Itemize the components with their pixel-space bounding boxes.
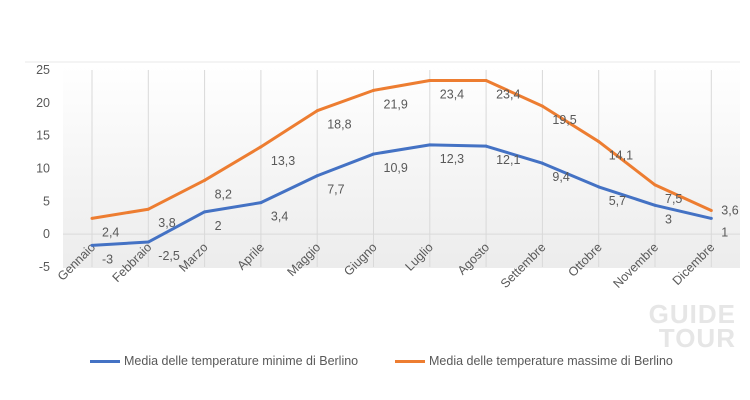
data-label: 14,1 — [609, 149, 633, 163]
data-point — [540, 104, 544, 108]
y-tick-label: 5 — [43, 194, 50, 208]
data-label: 3,4 — [271, 210, 288, 224]
y-tick-label: 20 — [36, 96, 50, 110]
data-label: 12,3 — [440, 152, 464, 166]
data-label: 3,6 — [721, 204, 738, 218]
data-point — [484, 79, 488, 83]
series-line-max — [91, 79, 712, 220]
data-point — [372, 88, 375, 92]
data-label: 2 — [215, 219, 222, 233]
legend-label-min: Media delle temperature minime di Berlin… — [124, 354, 359, 368]
y-tick-label: -5 — [39, 260, 50, 274]
data-label: 3 — [665, 212, 672, 226]
data-label: 1 — [721, 225, 728, 239]
data-point — [259, 145, 263, 149]
data-label: 7,7 — [327, 183, 344, 197]
data-point — [90, 216, 94, 220]
legend-label-max: Media delle temperature massime di Berli… — [429, 354, 673, 368]
data-label: 5,7 — [609, 194, 626, 208]
data-label: -3 — [102, 252, 113, 266]
data-label: 12,1 — [496, 153, 520, 167]
data-point — [315, 109, 319, 113]
data-point — [540, 161, 544, 165]
data-point — [146, 240, 150, 244]
data-point — [90, 243, 94, 247]
legend-swatch-min — [90, 359, 120, 363]
data-point — [203, 210, 207, 214]
data-label: 9,4 — [552, 170, 569, 184]
legend-item-min: Media delle temperature minime di Berlin… — [90, 354, 358, 368]
watermark-logo: GUIDE TOUR — [648, 299, 736, 353]
legend-swatch-max — [395, 359, 425, 363]
data-point — [259, 201, 263, 205]
data-point — [597, 185, 601, 189]
data-label: 18,8 — [327, 118, 351, 132]
data-label: 13,3 — [271, 154, 295, 168]
data-point — [653, 183, 657, 187]
data-point — [597, 140, 601, 144]
y-tick-label: 10 — [36, 162, 50, 176]
y-tick-label: 15 — [36, 129, 50, 143]
data-label: 23,4 — [440, 88, 464, 102]
data-label: 7,5 — [665, 192, 682, 206]
watermark-line2: TOUR — [658, 323, 736, 353]
data-point — [372, 152, 375, 156]
data-point — [428, 79, 432, 83]
data-point — [203, 178, 207, 182]
data-point — [315, 174, 319, 178]
data-label: 23,4 — [496, 88, 520, 102]
y-tick-label: 0 — [43, 227, 50, 241]
data-point — [146, 207, 150, 211]
watermark-line1: GUIDE — [648, 299, 736, 329]
data-label: 2,4 — [102, 225, 119, 239]
data-label: 10,9 — [384, 161, 408, 175]
data-point — [653, 203, 657, 207]
data-point — [484, 144, 488, 148]
data-label: 19,5 — [552, 113, 576, 127]
data-label: -2,5 — [158, 249, 180, 263]
legend-item-max: Media delle temperature massime di Berli… — [395, 354, 673, 368]
data-label: 3,8 — [158, 216, 175, 230]
series-line-min — [91, 143, 712, 247]
data-point — [709, 209, 713, 213]
data-label: 8,2 — [215, 187, 232, 201]
data-point — [709, 216, 713, 220]
data-label: 21,9 — [384, 97, 408, 111]
y-tick-label: 25 — [36, 63, 50, 77]
data-point — [428, 143, 432, 147]
